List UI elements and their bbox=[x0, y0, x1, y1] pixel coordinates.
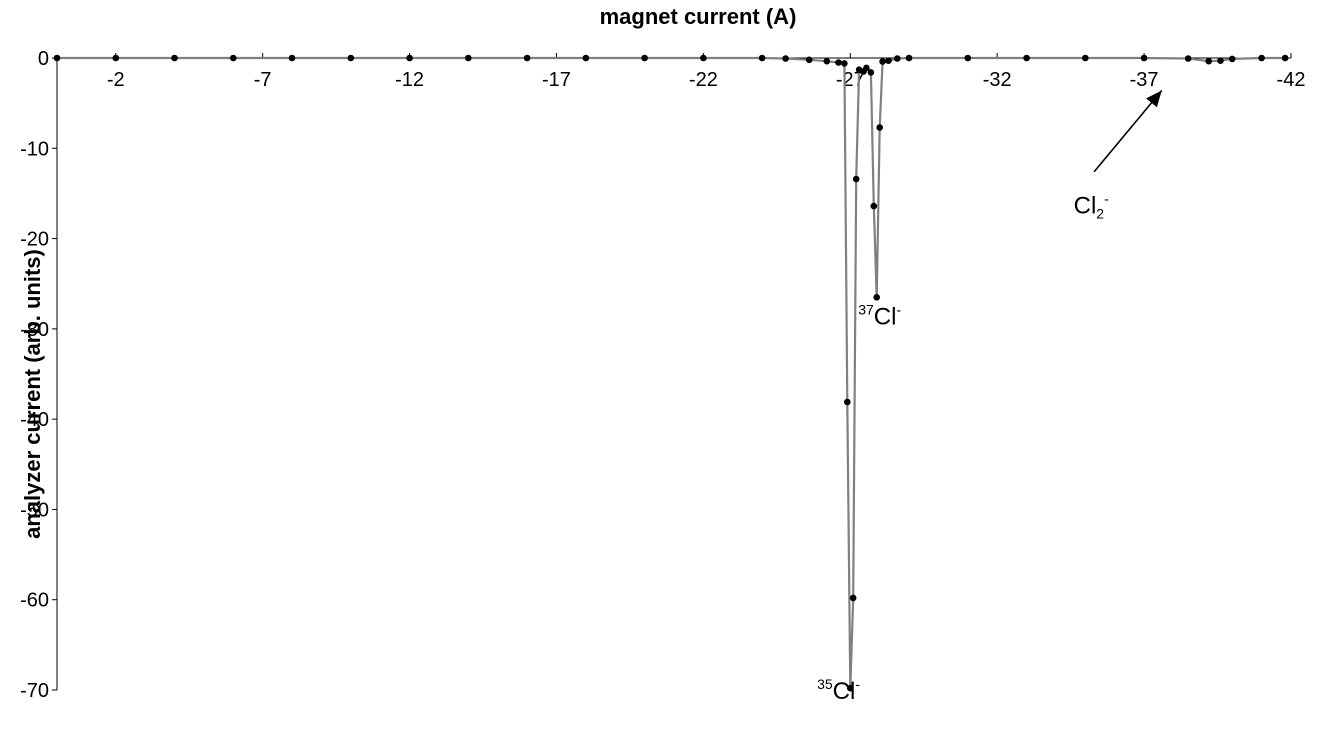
x-axis-ticks: -2 -7 -12 -17 -22 -27 -32 -37 -42 bbox=[107, 53, 1306, 91]
data-point bbox=[1281, 54, 1289, 62]
data-point bbox=[1184, 55, 1192, 62]
data-point bbox=[641, 54, 648, 62]
data-point bbox=[849, 594, 857, 602]
arrow-head bbox=[1146, 90, 1162, 108]
data-point bbox=[582, 54, 590, 62]
series-line bbox=[57, 56, 1286, 690]
x-axis-title: magnet current (A) bbox=[600, 4, 797, 29]
data-point bbox=[841, 60, 848, 67]
x-tick-label: -2 bbox=[107, 69, 125, 91]
peak-annotation: 35Cl- bbox=[817, 676, 860, 705]
y-tick-label: -50 bbox=[20, 499, 49, 521]
data-point bbox=[465, 54, 472, 62]
data-point bbox=[873, 294, 880, 301]
data-point bbox=[1258, 54, 1265, 62]
data-point bbox=[863, 64, 870, 72]
data-point bbox=[835, 59, 842, 66]
y-tick-label: -10 bbox=[20, 138, 49, 160]
series-points bbox=[53, 54, 1289, 692]
data-point bbox=[844, 398, 851, 406]
y-tick-label: 0 bbox=[38, 48, 49, 70]
data-point bbox=[847, 684, 854, 692]
x-tick-label: -12 bbox=[395, 69, 424, 91]
x-tick-label: -27 bbox=[836, 69, 865, 91]
x-tick-label: -32 bbox=[983, 69, 1012, 91]
data-point bbox=[805, 56, 813, 64]
x-tick-label: -22 bbox=[689, 69, 718, 91]
data-point bbox=[879, 58, 886, 65]
y-axis-ticks: 0 -10 -20 -30 -40 -50 -60 -70 bbox=[20, 48, 57, 702]
data-point bbox=[823, 57, 831, 65]
x-tick-label: -37 bbox=[1130, 69, 1159, 91]
peak-annotation: 37Cl- bbox=[858, 301, 901, 330]
annotations: 35Cl- 37Cl- Cl2- bbox=[817, 89, 1163, 705]
data-point bbox=[406, 54, 413, 62]
data-point bbox=[905, 54, 913, 62]
peak-annotation: Cl2- bbox=[1074, 190, 1109, 221]
data-point bbox=[347, 54, 355, 62]
data-point bbox=[782, 55, 789, 62]
data-point bbox=[1140, 54, 1148, 62]
y-tick-label: -70 bbox=[20, 680, 49, 702]
y-tick-label: -40 bbox=[20, 409, 49, 431]
data-point bbox=[1023, 54, 1030, 62]
data-point bbox=[1228, 55, 1236, 63]
data-point bbox=[1082, 54, 1089, 62]
y-tick-label: -60 bbox=[20, 590, 49, 612]
axes bbox=[56, 57, 1291, 690]
data-point bbox=[700, 54, 707, 62]
data-point bbox=[964, 54, 972, 62]
data-point bbox=[885, 57, 892, 64]
data-point bbox=[894, 55, 901, 62]
data-point bbox=[867, 69, 875, 76]
data-point bbox=[758, 54, 766, 62]
data-point bbox=[230, 54, 237, 62]
data-point bbox=[112, 54, 120, 62]
data-point bbox=[870, 202, 878, 210]
x-tick-label: -42 bbox=[1277, 69, 1306, 91]
data-point bbox=[852, 175, 860, 183]
y-tick-label: -30 bbox=[20, 319, 49, 341]
data-point bbox=[1205, 57, 1212, 65]
arrow-line bbox=[1093, 89, 1163, 173]
data-point bbox=[523, 54, 531, 62]
data-point bbox=[53, 54, 61, 62]
y-axis-title: analyzer current (arb. units) bbox=[20, 249, 45, 539]
data-point bbox=[876, 124, 883, 131]
data-point bbox=[288, 54, 296, 62]
x-tick-label: -7 bbox=[254, 69, 272, 91]
x-tick-label: -17 bbox=[542, 69, 571, 91]
data-point bbox=[1217, 57, 1224, 64]
data-point bbox=[171, 54, 178, 62]
series-lines bbox=[57, 56, 1286, 690]
y-tick-label: -20 bbox=[20, 229, 49, 251]
